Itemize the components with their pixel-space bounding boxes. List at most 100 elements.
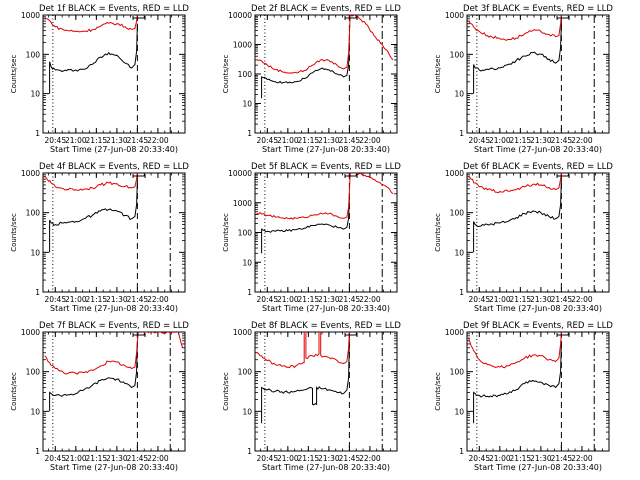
x-tick-label: 21:00 — [277, 295, 299, 304]
x-axis-label: Start Time (27-Jun-08 20:33:40) — [50, 463, 178, 472]
plot-frame — [254, 331, 398, 452]
x-tick-label: 21:30 — [530, 136, 552, 145]
x-tick-label: 21:00 — [65, 295, 87, 304]
x-tick-label: 20:45 — [468, 454, 490, 463]
y-axis-label: Counts/sec — [434, 372, 442, 411]
x-tick-label: 20:45 — [256, 136, 278, 145]
x-tick-label: 22:00 — [359, 136, 381, 145]
x-tick-label: 21:15 — [86, 454, 108, 463]
x-tick-label: 21:15 — [298, 454, 320, 463]
x-axis-label: Start Time (27-Jun-08 20:33:40) — [262, 304, 390, 313]
top-marker — [132, 16, 146, 20]
x-tick-label: 22:00 — [571, 454, 593, 463]
y-tick-label: 100 — [26, 50, 41, 59]
x-axis-label: Start Time (27-Jun-08 20:33:40) — [262, 463, 390, 472]
x-tick-label: 21:00 — [277, 136, 299, 145]
y-tick-label: 100 — [26, 368, 41, 377]
x-tick-label: 21:15 — [510, 295, 532, 304]
series-events — [49, 23, 138, 94]
series-events — [261, 338, 350, 424]
x-tick-label: 21:00 — [489, 454, 511, 463]
panel-4: Det 4f BLACK = Events, RED = LLD 1 10 100 10… — [10, 162, 189, 313]
panel-title: Det 5f BLACK = Events, RED = LLD — [251, 162, 401, 172]
y-tick-label: 10 — [30, 90, 40, 99]
x-axis-label: Start Time (27-Jun-08 20:33:40) — [50, 304, 178, 313]
x-tick-label: 21:30 — [318, 136, 340, 145]
plot-frame — [42, 172, 186, 293]
plot-frame — [254, 172, 398, 293]
x-tick-label: 21:00 — [489, 295, 511, 304]
x-tick-label: 21:45 — [127, 136, 149, 145]
top-marker — [556, 16, 570, 20]
x-tick-label: 21:15 — [86, 295, 108, 304]
y-tick-label: 1 — [247, 288, 252, 297]
x-tick-label: 21:45 — [127, 295, 149, 304]
panel-title: Det 4f BLACK = Events, RED = LLD — [39, 162, 189, 172]
x-tick-label: 20:45 — [256, 454, 278, 463]
panel-1: Det 1f BLACK = Events, RED = LLD 1 10 100 10… — [10, 4, 189, 154]
y-tick-label: 1 — [35, 129, 40, 138]
y-tick-label: 100 — [450, 209, 465, 218]
y-tick-label: 1000 — [445, 169, 464, 178]
plot-frame — [466, 14, 610, 134]
y-tick-label: 10 — [454, 248, 464, 257]
series-lld — [468, 15, 562, 41]
series-events — [49, 340, 138, 412]
x-tick-label: 22:00 — [147, 136, 169, 145]
y-tick-label: 10 — [30, 248, 40, 257]
panel-6: Det 6f BLACK = Events, RED = LLD 1 10 100 10… — [434, 162, 613, 313]
panel-title: Det 3f BLACK = Events, RED = LLD — [463, 4, 613, 14]
y-axis-label: Counts/sec — [434, 213, 442, 252]
top-marker — [344, 333, 358, 337]
y-tick-label: 1000 — [21, 328, 40, 337]
panel-5: Det 5f BLACK = Events, RED = LLD 1 10 100 10… — [222, 162, 401, 313]
x-tick-label: 21:30 — [318, 454, 340, 463]
series-lld — [256, 332, 350, 369]
x-tick-label: 21:00 — [489, 136, 511, 145]
x-tick-label: 21:30 — [106, 136, 128, 145]
series-lld — [468, 332, 562, 369]
y-tick-label: 1 — [247, 447, 252, 456]
x-tick-label: 21:30 — [530, 295, 552, 304]
y-tick-label: 1 — [459, 129, 464, 138]
y-tick-label: 1000 — [233, 41, 252, 50]
plot-frame — [254, 14, 398, 134]
x-tick-label: 22:00 — [571, 295, 593, 304]
top-marker — [344, 16, 358, 20]
series-events — [473, 179, 562, 253]
series-events — [473, 340, 562, 424]
x-tick-label: 21:45 — [339, 295, 361, 304]
x-tick-label: 21:30 — [106, 295, 128, 304]
x-tick-label: 21:15 — [86, 136, 108, 145]
x-tick-label: 21:45 — [551, 295, 573, 304]
series-lld — [256, 173, 394, 220]
x-tick-label: 21:45 — [551, 454, 573, 463]
y-tick-label: 10000 — [228, 11, 252, 20]
top-marker — [556, 174, 570, 178]
x-tick-label: 22:00 — [571, 136, 593, 145]
x-tick-label: 22:00 — [359, 295, 381, 304]
x-tick-label: 21:45 — [551, 136, 573, 145]
panel-title: Det 8f BLACK = Events, RED = LLD — [251, 321, 401, 331]
series-lld — [468, 173, 562, 194]
y-axis-label: Counts/sec — [222, 372, 230, 411]
x-tick-label: 22:00 — [359, 454, 381, 463]
y-tick-label: 10 — [454, 407, 464, 416]
x-tick-label: 21:45 — [339, 454, 361, 463]
panel-title: Det 6f BLACK = Events, RED = LLD — [463, 162, 613, 172]
y-axis-label: Counts/sec — [10, 372, 18, 411]
top-marker — [132, 333, 146, 337]
series-lld — [44, 173, 138, 191]
series-events — [261, 42, 350, 99]
y-tick-label: 1000 — [445, 328, 464, 337]
series-lld — [256, 15, 394, 74]
panel-7: Det 7f BLACK = Events, RED = LLD 1 10 100 10… — [10, 321, 189, 472]
x-tick-label: 20:45 — [44, 295, 66, 304]
top-marker — [132, 174, 146, 178]
y-tick-label: 10 — [30, 407, 40, 416]
x-tick-label: 20:45 — [44, 136, 66, 145]
x-axis-label: Start Time (27-Jun-08 20:33:40) — [50, 145, 178, 154]
y-tick-label: 1000 — [21, 11, 40, 20]
y-tick-label: 100 — [450, 368, 465, 377]
x-tick-label: 22:00 — [147, 295, 169, 304]
